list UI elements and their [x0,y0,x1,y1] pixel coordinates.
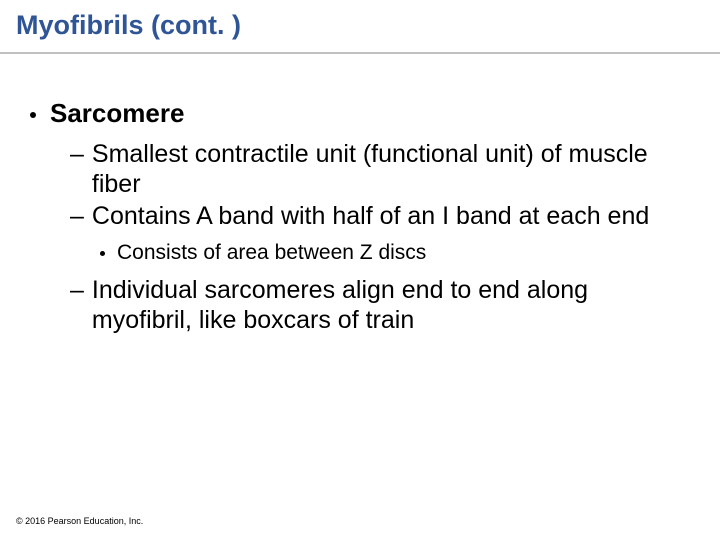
bullet-l2-text: Contains A band with half of an I band a… [92,201,649,231]
slide-body: Sarcomere – Smallest contractile unit (f… [30,98,690,337]
bullet-l1-text: Sarcomere [50,98,184,129]
bullet-level1: Sarcomere [30,98,690,129]
dash-icon: – [70,201,84,231]
bullet-l2-text: Individual sarcomeres align end to end a… [92,275,690,335]
dash-icon: – [70,275,84,305]
bullet-level2: – Contains A band with half of an I band… [70,201,690,231]
level2-group: – Smallest contractile unit (functional … [70,139,690,335]
bullet-level2: – Individual sarcomeres align end to end… [70,275,690,335]
bullet-level3: Consists of area between Z discs [100,241,690,265]
slide: Myofibrils (cont. ) Sarcomere – Smallest… [0,0,720,540]
dash-icon: – [70,139,84,169]
slide-title: Myofibrils (cont. ) [16,10,241,41]
level3-group: Consists of area between Z discs [100,241,690,265]
title-text: Myofibrils (cont. ) [16,10,241,40]
copyright-text: © 2016 Pearson Education, Inc. [16,516,143,526]
bullet-l3-text: Consists of area between Z discs [117,241,426,265]
bullet-level2: – Smallest contractile unit (functional … [70,139,690,199]
bullet-l2-text: Smallest contractile unit (functional un… [92,139,690,199]
bullet-dot-icon [30,112,36,118]
bullet-dot-icon [100,251,105,256]
copyright: © 2016 Pearson Education, Inc. [16,516,143,526]
title-underline [0,52,720,54]
